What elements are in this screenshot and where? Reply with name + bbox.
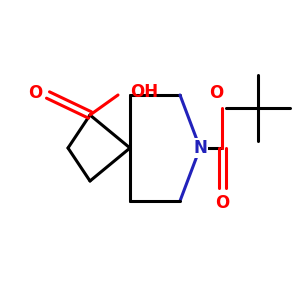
- Text: OH: OH: [130, 83, 158, 101]
- Text: O: O: [209, 84, 223, 102]
- Text: O: O: [28, 84, 42, 102]
- Text: N: N: [193, 139, 207, 157]
- Text: O: O: [215, 194, 229, 212]
